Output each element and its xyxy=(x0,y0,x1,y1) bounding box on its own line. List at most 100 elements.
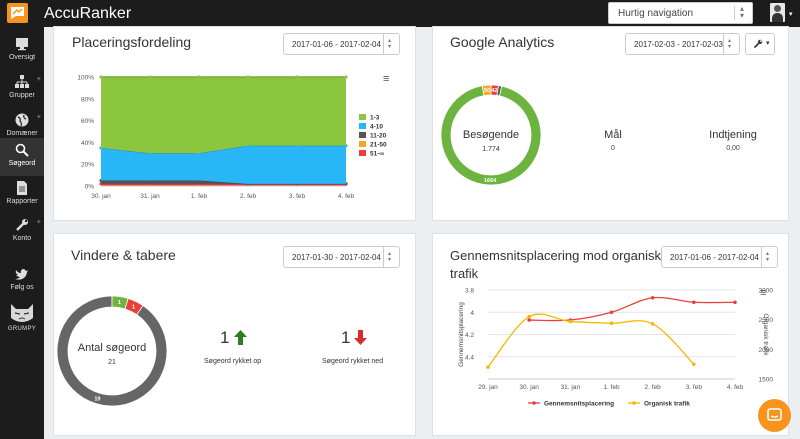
y2-axis-title: Organisk trafik xyxy=(762,314,769,357)
date-range-text: 2017-01-06 - 2017-02-04 xyxy=(292,40,381,49)
x-tick-label: 30. jan xyxy=(91,193,111,200)
updown-arrows-icon: ▴ ▾ xyxy=(388,38,392,50)
y2-tick-label: 1500 xyxy=(759,377,774,384)
sidebar-item-domaener[interactable]: Domæner + xyxy=(0,108,44,146)
x-tick-label: 2. feb xyxy=(645,384,662,391)
x-tick-label: 1. feb xyxy=(191,193,208,200)
legend-label: 51-∞ xyxy=(370,151,384,158)
y-tick-label: 80% xyxy=(81,96,94,103)
date-range-text: 2017-01-06 - 2017-02-04 xyxy=(670,253,759,262)
donut-slice xyxy=(440,85,542,186)
x-tick-label: 31. jan xyxy=(561,384,581,391)
date-range-picker[interactable]: 2017-01-06 - 2017-02-04 ▴ ▾ xyxy=(283,33,400,55)
chevron-down-icon: ▾ xyxy=(766,40,770,47)
stat-maal: Mål 0 xyxy=(583,129,643,152)
avatar[interactable] xyxy=(770,3,785,22)
donut-center-label: Besøgende xyxy=(462,129,520,141)
data-point xyxy=(650,295,655,300)
donut-center-label: Antal søgeord xyxy=(77,342,147,354)
chevron-down-icon[interactable]: ▾ xyxy=(789,11,793,18)
legend-label: 4-10 xyxy=(370,124,383,131)
avg-position-vs-traffic-chart: 3.8 4 4.2 4.4 1500 2000 2500 3000 29. jan 30. jan… xyxy=(458,287,774,408)
x-tick-label: 3. feb xyxy=(686,384,703,391)
series-line-Organisk trafik xyxy=(487,313,695,368)
sidebar-item-label: Følg os xyxy=(10,284,34,291)
slice-label: 42 xyxy=(491,88,497,94)
plus-icon: + xyxy=(36,76,41,83)
updown-arrows-icon: ▴ ▾ xyxy=(728,38,732,50)
legend-swatch xyxy=(359,132,366,138)
data-point xyxy=(486,365,490,369)
data-point xyxy=(197,75,201,79)
data-point xyxy=(609,321,614,326)
sidebar-item-oversigt[interactable]: Oversigt xyxy=(0,32,44,70)
wrench-icon xyxy=(753,39,763,49)
google-analytics-panel: Google Analytics 2017-02-03 - 2017-02-03… xyxy=(432,26,789,221)
data-point xyxy=(568,319,573,324)
y-tick-label: 20% xyxy=(81,162,94,169)
accuranker-logo[interactable] xyxy=(7,3,28,23)
y-tick-label: 4.4 xyxy=(465,354,474,361)
sidebar-item-grupper[interactable]: Grupper + xyxy=(0,70,44,108)
date-range-picker[interactable]: 2017-02-03 - 2017-02-03 ▴ ▾ xyxy=(625,33,740,55)
arrow-down-icon xyxy=(354,330,367,345)
sidebar-item-soegeord[interactable]: Søgeord xyxy=(0,138,44,176)
panel-title: Gennemsnitsplacering mod organisk trafik xyxy=(450,247,661,283)
quick-navigation-select[interactable]: Hurtig navigation ▴ ▾ xyxy=(608,2,753,24)
y2-tick-label: 2000 xyxy=(759,347,774,354)
menu-icon: ≡ xyxy=(383,73,389,85)
date-range-picker[interactable]: 2017-01-06 - 2017-02-04 ▴ ▾ xyxy=(661,246,778,268)
arrow-up-icon xyxy=(234,330,247,345)
area-1-3 xyxy=(101,77,346,154)
legend-label: 1-3 xyxy=(370,115,380,122)
plus-icon: + xyxy=(36,114,41,121)
wrench-icon xyxy=(16,219,28,231)
date-range-picker[interactable]: 2017-01-30 - 2017-02-04 ▴ ▾ xyxy=(283,246,400,268)
document-icon xyxy=(17,181,27,195)
legend-label: Organisk trafik xyxy=(644,401,690,408)
legend-swatch xyxy=(359,123,366,129)
top-bar: AccuRanker Hurtig navigation ▴ ▾ ▾ xyxy=(0,0,800,27)
menu-icon: ≡ xyxy=(760,287,766,299)
sidebar-item-label: Grupper xyxy=(9,92,35,99)
data-point xyxy=(527,318,531,322)
slice-label: 1664 xyxy=(484,178,497,184)
moved-up-count: 1 xyxy=(220,328,230,347)
data-point xyxy=(650,322,655,326)
data-point xyxy=(295,75,299,79)
y-tick-label: 4 xyxy=(470,310,474,317)
sidebar: Oversigt Grupper + Domæner + Søgeord Rap… xyxy=(0,27,44,439)
chat-icon xyxy=(767,408,782,421)
x-tick-label: 4. feb xyxy=(727,384,744,391)
data-point xyxy=(344,75,348,79)
data-point xyxy=(527,314,531,319)
legend-label: 11-20 xyxy=(370,133,387,140)
grumpy-cat-icon[interactable] xyxy=(9,302,35,324)
divider xyxy=(734,6,735,20)
slice-label: 50 xyxy=(484,88,490,94)
area-4-10 xyxy=(101,145,346,184)
y2-tick-label: 2500 xyxy=(759,317,774,324)
donut-center: Antal søgeord 21 xyxy=(67,342,157,366)
moved-up-label: Søgeord rykket op xyxy=(204,358,262,365)
panel-title-line2: trafik xyxy=(450,266,479,281)
legend-swatch xyxy=(359,150,366,156)
panel-title: Placeringsfordeling xyxy=(72,34,192,50)
sidebar-item-konto[interactable]: Konto + xyxy=(0,213,44,251)
chat-button[interactable] xyxy=(758,399,791,432)
plus-icon: + xyxy=(36,219,41,226)
x-tick-label: 3. feb xyxy=(289,193,306,200)
vindere-tabere-panel: Vindere & tabere 2017-01-30 - 2017-02-04… xyxy=(53,233,416,436)
data-point xyxy=(692,300,696,305)
placeringsfordeling-chart: 0% 20% 40% 60% 80% 100% 30. jan 31. jan 1. feb 2.… xyxy=(77,73,389,200)
sidebar-item-rapporter[interactable]: Rapporter xyxy=(0,176,44,214)
x-tick-label: 2. feb xyxy=(240,193,257,200)
y-tick-label: 3.8 xyxy=(465,288,474,295)
settings-dropdown-button[interactable]: ▾ xyxy=(745,33,775,55)
legend-marker xyxy=(532,401,536,405)
legend-label: Gennemsnitsplacering xyxy=(544,401,614,408)
moved-down-label: Søgeord rykket ned xyxy=(322,358,384,365)
sidebar-item-foelg-os[interactable]: Følg os xyxy=(0,262,44,300)
donut-slice xyxy=(496,85,503,97)
